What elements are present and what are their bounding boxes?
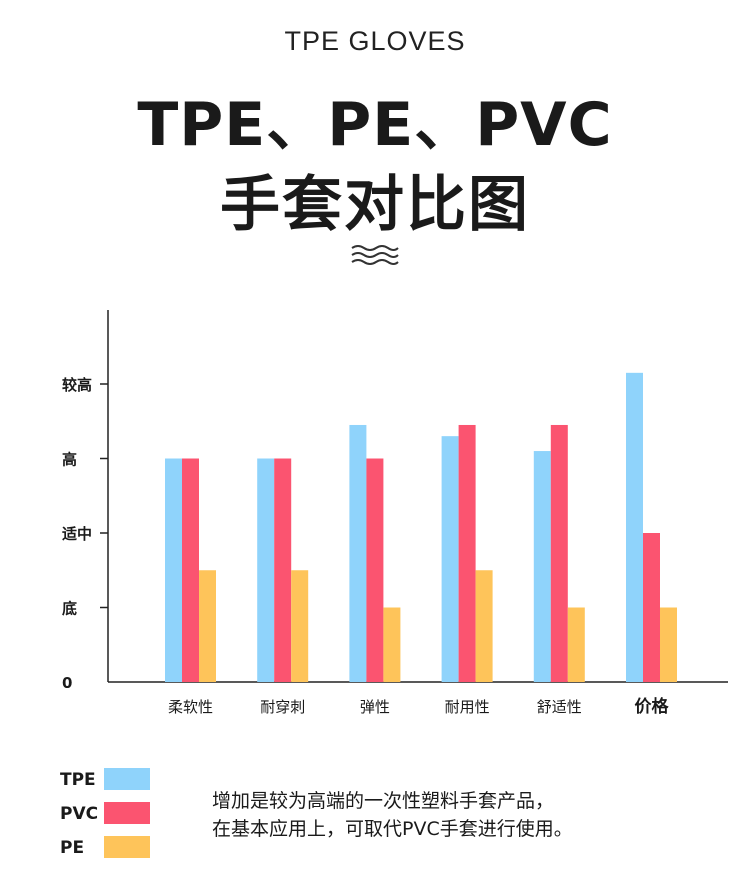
bar-pvc-5 (643, 533, 660, 682)
note-line-2: 在基本应用上，可取代PVC手套进行使用。 (212, 818, 573, 840)
legend-swatch (104, 802, 150, 824)
y-tick-label: 适中 (62, 525, 92, 543)
legend-swatch (104, 836, 150, 858)
bar-pe-3 (475, 570, 493, 682)
bar-pvc-4 (550, 424, 568, 682)
bar-pvc-1 (274, 458, 292, 682)
wave-icon (351, 245, 399, 265)
x-tick-label: 耐用性 (445, 698, 490, 716)
bar-tpe-1 (257, 458, 275, 682)
bar-pe-5 (660, 607, 677, 682)
x-tick-label: 柔软性 (168, 698, 213, 716)
bar-pe-1 (291, 570, 309, 682)
bar-pe-2 (383, 607, 401, 682)
legend-swatch (104, 768, 150, 790)
bar-pe-4 (567, 607, 585, 682)
bar-pvc-2 (366, 458, 384, 682)
legend-label: PVC (60, 804, 99, 824)
legend-label: PE (60, 838, 85, 858)
bar-pvc-3 (458, 424, 476, 682)
x-tick-label: 弹性 (360, 698, 390, 716)
eyebrow-title: TPE GLOVES (284, 26, 466, 56)
x-tick-label: 耐穿刺 (260, 698, 305, 716)
y-tick-label: 底 (62, 600, 77, 618)
y-tick-label: 较高 (62, 376, 92, 394)
y-tick-label: 高 (62, 451, 77, 469)
bar-pvc-0 (182, 458, 199, 682)
bar-tpe-0 (165, 458, 182, 682)
legend-label: TPE (60, 770, 96, 790)
main-title-line2: 手套对比图 (220, 170, 530, 240)
bar-pe-0 (199, 570, 216, 682)
bar-tpe-2 (349, 424, 367, 682)
x-tick-label: 价格 (635, 696, 670, 717)
y-tick-label: 0 (62, 674, 72, 692)
x-tick-label: 舒适性 (537, 698, 582, 716)
main-title-line1: TPE、PE、PVC (137, 90, 613, 160)
bar-tpe-4 (533, 451, 551, 682)
bar-tpe-3 (441, 436, 459, 682)
bar-tpe-5 (626, 372, 643, 682)
note-line-1: 增加是较为高端的一次性塑料手套产品， (212, 790, 555, 812)
